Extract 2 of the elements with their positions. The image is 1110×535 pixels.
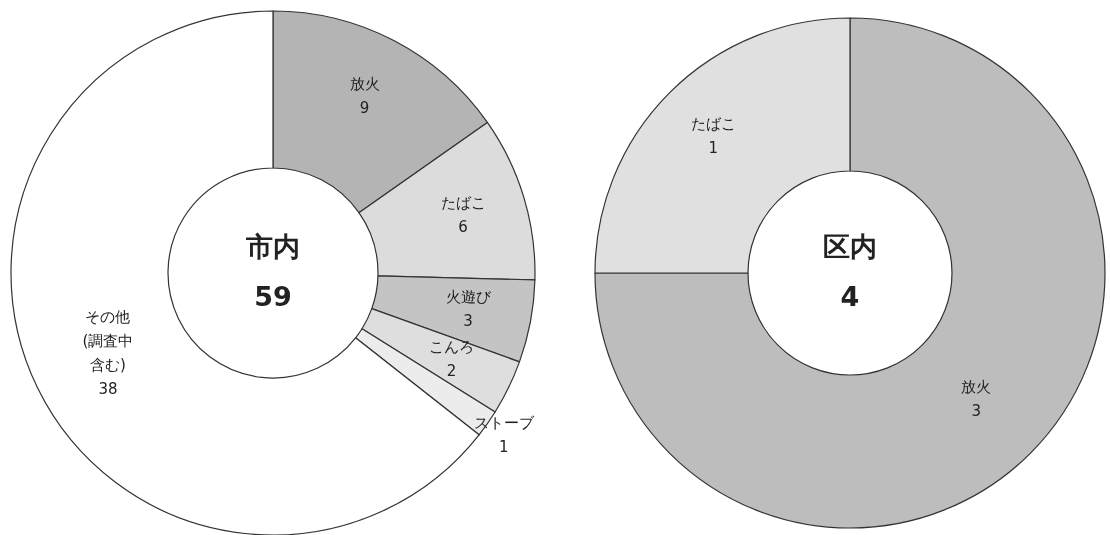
center-text: 区内 4 xyxy=(823,230,877,312)
center-text: 市内 59 xyxy=(246,230,300,312)
